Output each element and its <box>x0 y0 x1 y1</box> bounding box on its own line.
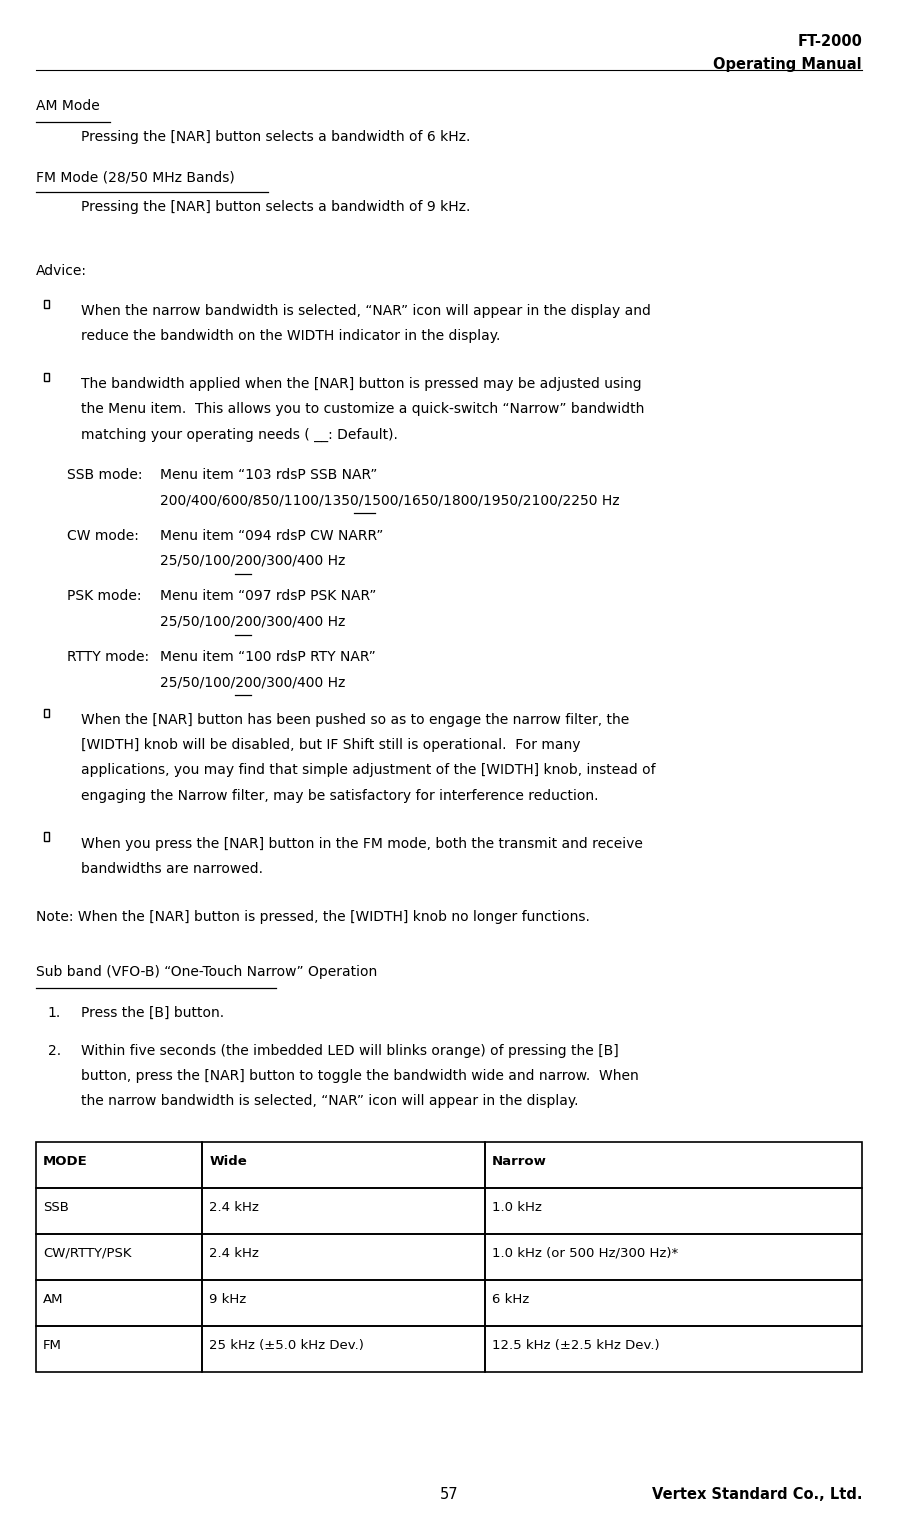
Text: RTTY mode:: RTTY mode: <box>67 650 149 664</box>
Text: PSK mode:: PSK mode: <box>67 589 142 603</box>
Text: When the [NAR] button has been pushed so as to engage the narrow filter, the: When the [NAR] button has been pushed so… <box>81 713 629 727</box>
Bar <box>36 1325 202 1371</box>
Bar <box>485 1141 862 1187</box>
Text: 200/400/600/850/1100/1350/1500/1650/1800/1950/2100/2250 Hz: 200/400/600/850/1100/1350/1500/1650/1800… <box>160 493 620 508</box>
Text: When the narrow bandwidth is selected, “NAR” icon will appear in the display and: When the narrow bandwidth is selected, “… <box>81 304 651 318</box>
Text: Operating Manual: Operating Manual <box>713 57 862 72</box>
Text: MODE: MODE <box>43 1155 88 1167</box>
Bar <box>36 1141 202 1187</box>
Text: button, press the [NAR] button to toggle the bandwidth wide and narrow.  When: button, press the [NAR] button to toggle… <box>81 1069 638 1083</box>
Text: 12.5 kHz (±2.5 kHz Dev.): 12.5 kHz (±2.5 kHz Dev.) <box>492 1339 660 1351</box>
Bar <box>202 1279 485 1325</box>
Bar <box>485 1233 862 1279</box>
Bar <box>44 300 48 308</box>
Text: AM: AM <box>43 1293 64 1305</box>
Text: FM: FM <box>43 1339 62 1351</box>
Text: 25/50/100/200/300/400 Hz: 25/50/100/200/300/400 Hz <box>160 675 345 688</box>
Text: 25/50/100/200/300/400 Hz: 25/50/100/200/300/400 Hz <box>160 615 345 629</box>
Bar <box>36 1233 202 1279</box>
Bar <box>202 1325 485 1371</box>
Text: 2.4 kHz: 2.4 kHz <box>209 1201 260 1213</box>
Text: FT-2000: FT-2000 <box>797 34 862 49</box>
Bar <box>36 1187 202 1233</box>
Bar <box>202 1141 485 1187</box>
Bar <box>485 1325 862 1371</box>
Text: 1.0 kHz (or 500 Hz/300 Hz)*: 1.0 kHz (or 500 Hz/300 Hz)* <box>492 1247 678 1259</box>
Bar <box>44 832 48 842</box>
Text: 2.4 kHz: 2.4 kHz <box>209 1247 260 1259</box>
Text: SSB mode:: SSB mode: <box>67 468 143 482</box>
Text: reduce the bandwidth on the WIDTH indicator in the display.: reduce the bandwidth on the WIDTH indica… <box>81 329 500 343</box>
Text: the narrow bandwidth is selected, “NAR” icon will appear in the display.: the narrow bandwidth is selected, “NAR” … <box>81 1094 578 1108</box>
Text: Narrow: Narrow <box>492 1155 547 1167</box>
Bar <box>36 1279 202 1325</box>
Bar <box>44 708 48 718</box>
Text: 6 kHz: 6 kHz <box>492 1293 529 1305</box>
Text: 2.: 2. <box>48 1043 61 1057</box>
Text: When you press the [NAR] button in the FM mode, both the transmit and receive: When you press the [NAR] button in the F… <box>81 837 643 851</box>
Text: FM Mode (28/50 MHz Bands): FM Mode (28/50 MHz Bands) <box>36 170 234 184</box>
Text: bandwidths are narrowed.: bandwidths are narrowed. <box>81 861 263 875</box>
Text: SSB: SSB <box>43 1201 69 1213</box>
Text: applications, you may find that simple adjustment of the [WIDTH] knob, instead o: applications, you may find that simple a… <box>81 763 656 777</box>
Text: engaging the Narrow filter, may be satisfactory for interference reduction.: engaging the Narrow filter, may be satis… <box>81 788 598 803</box>
Text: Pressing the [NAR] button selects a bandwidth of 6 kHz.: Pressing the [NAR] button selects a band… <box>81 130 471 144</box>
Text: Menu item “100 rdsP RTY NAR”: Menu item “100 rdsP RTY NAR” <box>160 650 375 664</box>
Text: 1.0 kHz: 1.0 kHz <box>492 1201 542 1213</box>
Text: Press the [B] button.: Press the [B] button. <box>81 1005 224 1021</box>
Text: Note: When the [NAR] button is pressed, the [WIDTH] knob no longer functions.: Note: When the [NAR] button is pressed, … <box>36 910 590 924</box>
Text: Menu item “097 rdsP PSK NAR”: Menu item “097 rdsP PSK NAR” <box>160 589 376 603</box>
Bar <box>202 1187 485 1233</box>
Text: CW mode:: CW mode: <box>67 529 139 543</box>
Text: Menu item “094 rdsP CW NARR”: Menu item “094 rdsP CW NARR” <box>160 529 383 543</box>
Text: The bandwidth applied when the [NAR] button is pressed may be adjusted using: The bandwidth applied when the [NAR] but… <box>81 378 641 392</box>
Text: the Menu item.  This allows you to customize a quick-switch “Narrow” bandwidth: the Menu item. This allows you to custom… <box>81 402 644 416</box>
Text: 1.: 1. <box>48 1005 61 1021</box>
Text: Vertex Standard Co., Ltd.: Vertex Standard Co., Ltd. <box>652 1487 862 1502</box>
Text: 57: 57 <box>440 1487 458 1502</box>
Text: [WIDTH] knob will be disabled, but IF Shift still is operational.  For many: [WIDTH] knob will be disabled, but IF Sh… <box>81 737 580 753</box>
Text: AM Mode: AM Mode <box>36 99 100 113</box>
Text: 25/50/100/200/300/400 Hz: 25/50/100/200/300/400 Hz <box>160 554 345 568</box>
Text: 9 kHz: 9 kHz <box>209 1293 246 1305</box>
Bar <box>485 1187 862 1233</box>
Text: Wide: Wide <box>209 1155 247 1167</box>
Text: Menu item “103 rdsP SSB NAR”: Menu item “103 rdsP SSB NAR” <box>160 468 377 482</box>
Bar <box>202 1233 485 1279</box>
Text: matching your operating needs ( __: Default).: matching your operating needs ( __: Defa… <box>81 428 398 442</box>
Text: Pressing the [NAR] button selects a bandwidth of 9 kHz.: Pressing the [NAR] button selects a band… <box>81 200 471 214</box>
Text: 25 kHz (±5.0 kHz Dev.): 25 kHz (±5.0 kHz Dev.) <box>209 1339 364 1351</box>
Text: CW/RTTY/PSK: CW/RTTY/PSK <box>43 1247 132 1259</box>
Bar <box>44 373 48 381</box>
Text: Within five seconds (the imbedded LED will blinks orange) of pressing the [B]: Within five seconds (the imbedded LED wi… <box>81 1043 619 1057</box>
Text: Sub band (VFO-B) “One-Touch Narrow” Operation: Sub band (VFO-B) “One-Touch Narrow” Oper… <box>36 965 377 979</box>
Text: Advice:: Advice: <box>36 263 87 277</box>
Bar <box>485 1279 862 1325</box>
